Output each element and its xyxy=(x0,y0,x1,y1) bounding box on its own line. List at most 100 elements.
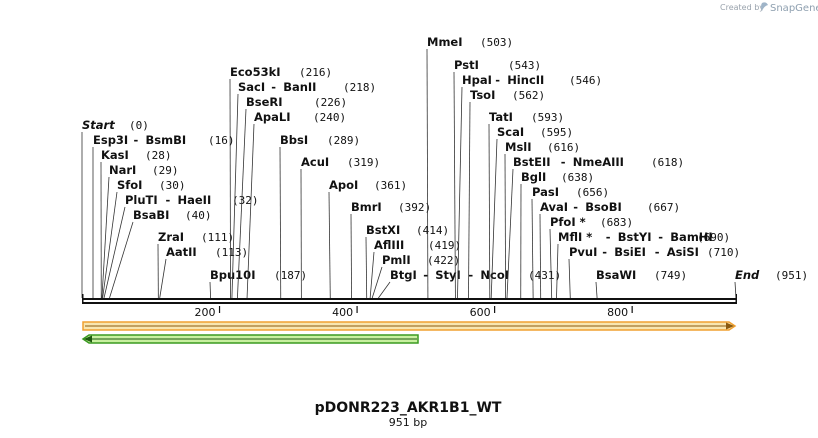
site-bsawi[interactable]: BsaWI (749) xyxy=(595,268,687,299)
site-leader-line xyxy=(549,228,553,299)
site-enzyme-name[interactable]: Eco53kI xyxy=(230,65,281,79)
site-bbsi[interactable]: BbsI (289) xyxy=(279,133,360,299)
site-enzyme-name[interactable]: PluTI xyxy=(125,193,158,207)
site-tati[interactable]: TatI (593) xyxy=(488,110,564,299)
site-bpu10i[interactable]: Bpu10I (187) xyxy=(209,268,307,299)
site-acui[interactable]: AcuI (319) xyxy=(300,155,380,299)
site-enzyme-name[interactable]: PfoI * xyxy=(550,215,586,229)
site-leader-line xyxy=(246,123,255,299)
site-enzyme-name[interactable]: AflIII xyxy=(374,238,404,252)
site-btgi[interactable]: BtgI - StyI - NcoI (431) xyxy=(378,268,561,299)
site-leader-line xyxy=(328,191,331,299)
site-apali[interactable]: ApaLI (240) xyxy=(246,110,346,299)
site-position: (111) xyxy=(201,231,234,244)
site-enzyme-name[interactable]: NcoI xyxy=(480,268,509,282)
site-pluti[interactable]: PluTI - HaeII (32) xyxy=(103,193,259,299)
site-enzyme-name[interactable]: BstEII xyxy=(513,155,551,169)
site-saci[interactable]: SacI - BanII (218) xyxy=(231,80,376,299)
scale-ticks: 200 400 600 800 xyxy=(195,306,633,319)
site-enzyme-name[interactable]: AsiSI xyxy=(667,245,699,259)
site-enzyme-name[interactable]: MslI xyxy=(505,140,532,154)
site-enzyme-name[interactable]: Esp3I xyxy=(93,133,128,147)
site-enzyme-name[interactable]: BbsI xyxy=(280,133,308,147)
site-tsoi[interactable]: TsoI (562) xyxy=(468,88,545,299)
site-enzyme-name[interactable]: SacI xyxy=(238,80,265,94)
site-position: (216) xyxy=(299,66,332,79)
site-enzyme-name[interactable]: BsmBI xyxy=(146,133,187,147)
site-afliii[interactable]: AflIII (419) xyxy=(369,238,461,299)
site-enzyme-name[interactable]: ApaLI xyxy=(254,110,291,124)
site-enzyme-name[interactable]: NmeAIII xyxy=(573,155,624,169)
site-enzyme-name[interactable]: AcuI xyxy=(301,155,329,169)
site-bmri[interactable]: BmrI (392) xyxy=(350,200,431,299)
site-enzyme-name[interactable]: BamHI xyxy=(670,230,712,244)
site-mmei[interactable]: MmeI (503) xyxy=(426,35,513,299)
site-enzyme-name[interactable]: ApoI xyxy=(329,178,358,192)
site-pasi[interactable]: PasI (656) xyxy=(531,185,609,299)
site-enzyme-name[interactable]: StyI xyxy=(435,268,461,282)
site-position: (187) xyxy=(274,269,307,282)
site-position: (414) xyxy=(416,224,449,237)
site-enzyme-name[interactable]: MflI * xyxy=(558,230,592,244)
site-enzyme-name[interactable]: SfoI xyxy=(117,178,142,192)
site-enzyme-name[interactable]: PstI xyxy=(454,58,479,72)
site-enzyme-name[interactable]: Start xyxy=(82,118,115,132)
site-esp3i[interactable]: Esp3I - BsmBI (16) xyxy=(92,133,235,299)
site-enzyme-name[interactable]: BsaWI xyxy=(596,268,636,282)
site-bsabi[interactable]: BsaBI (40) xyxy=(109,208,212,299)
site-nari[interactable]: NarI (29) xyxy=(101,163,179,299)
site-enzyme-name[interactable]: BmrI xyxy=(351,200,382,214)
site-enzyme-name[interactable]: AatII xyxy=(166,245,197,259)
site-eco53ki[interactable]: Eco53kI (216) xyxy=(229,65,332,299)
site-enzyme-name[interactable]: End xyxy=(735,268,760,282)
site-pvui[interactable]: PvuI - BsiEI - AsiSI (710) xyxy=(568,245,740,299)
site-enzyme-name[interactable]: NarI xyxy=(109,163,136,177)
site-pmli[interactable]: PmlI (422) xyxy=(371,253,460,299)
site-enzyme-name[interactable]: TsoI xyxy=(470,88,495,102)
site-kasi[interactable]: KasI (28) xyxy=(100,148,172,299)
site-enzyme-name[interactable]: BsiEI xyxy=(614,245,646,259)
feature-orange[interactable] xyxy=(82,321,737,331)
site-enzyme-name[interactable]: PasI xyxy=(532,185,559,199)
site-mfli[interactable]: MflI * - BstYI - BamHI(690) xyxy=(556,230,731,299)
site-enzyme-name[interactable]: BsoBI xyxy=(585,200,622,214)
site-bgli[interactable]: BglI (638) xyxy=(520,170,594,299)
site-start[interactable]: Start (0) xyxy=(81,118,149,298)
site-enzyme-name[interactable]: BseRI xyxy=(246,95,283,109)
site-msli[interactable]: MslI (616) xyxy=(504,140,580,299)
site-enzyme-name[interactable]: ScaI xyxy=(497,125,524,139)
site-hpai[interactable]: HpaI - HincII (546) xyxy=(457,73,602,299)
site-enzyme-name[interactable]: HincII xyxy=(507,73,544,87)
site-zrai[interactable]: ZraI (111) xyxy=(157,230,234,299)
site-enzyme-name[interactable]: PvuI xyxy=(569,245,597,259)
site-pfoi[interactable]: PfoI * (683) xyxy=(549,215,633,299)
site-enzyme-name[interactable]: ZraI xyxy=(158,230,184,244)
site-position: (40) xyxy=(185,209,212,222)
site-enzyme-name[interactable]: KasI xyxy=(101,148,129,162)
site-bsteii[interactable]: BstEII - NmeAIII (618) xyxy=(506,155,684,299)
site-enzyme-name[interactable]: BanII xyxy=(283,80,316,94)
site-end[interactable]: End (951) xyxy=(734,268,808,299)
site-bseri[interactable]: BseRI (226) xyxy=(237,95,347,299)
site-enzyme-name[interactable]: BstXI xyxy=(366,223,400,237)
feature-green[interactable] xyxy=(81,334,419,344)
site-enzyme-name[interactable]: HpaI xyxy=(462,73,492,87)
site-scai[interactable]: ScaI (595) xyxy=(490,125,573,299)
site-bstxi[interactable]: BstXI (414) xyxy=(365,223,449,299)
site-psti[interactable]: PstI (543) xyxy=(453,58,541,299)
site-enzyme-name[interactable]: BtgI xyxy=(390,268,417,282)
site-enzyme-name[interactable]: MmeI xyxy=(427,35,463,49)
site-enzyme-name[interactable]: TatI xyxy=(489,110,513,124)
site-enzyme-name[interactable]: PmlI xyxy=(382,253,411,267)
site-enzyme-name[interactable]: AvaI xyxy=(540,200,568,214)
site-enzyme-name[interactable]: BstYI xyxy=(618,230,652,244)
site-leader-line xyxy=(109,221,134,299)
ruler-end-cap xyxy=(735,294,737,304)
site-sfoi[interactable]: SfoI (30) xyxy=(102,178,186,299)
site-avai[interactable]: AvaI - BsoBI (667) xyxy=(539,200,680,299)
site-apoi[interactable]: ApoI (361) xyxy=(328,178,407,299)
site-enzyme-name[interactable]: HaeII xyxy=(178,193,212,207)
site-enzyme-name[interactable]: BglI xyxy=(521,170,546,184)
site-enzyme-name[interactable]: BsaBI xyxy=(133,208,169,222)
site-position: (595) xyxy=(540,126,573,139)
